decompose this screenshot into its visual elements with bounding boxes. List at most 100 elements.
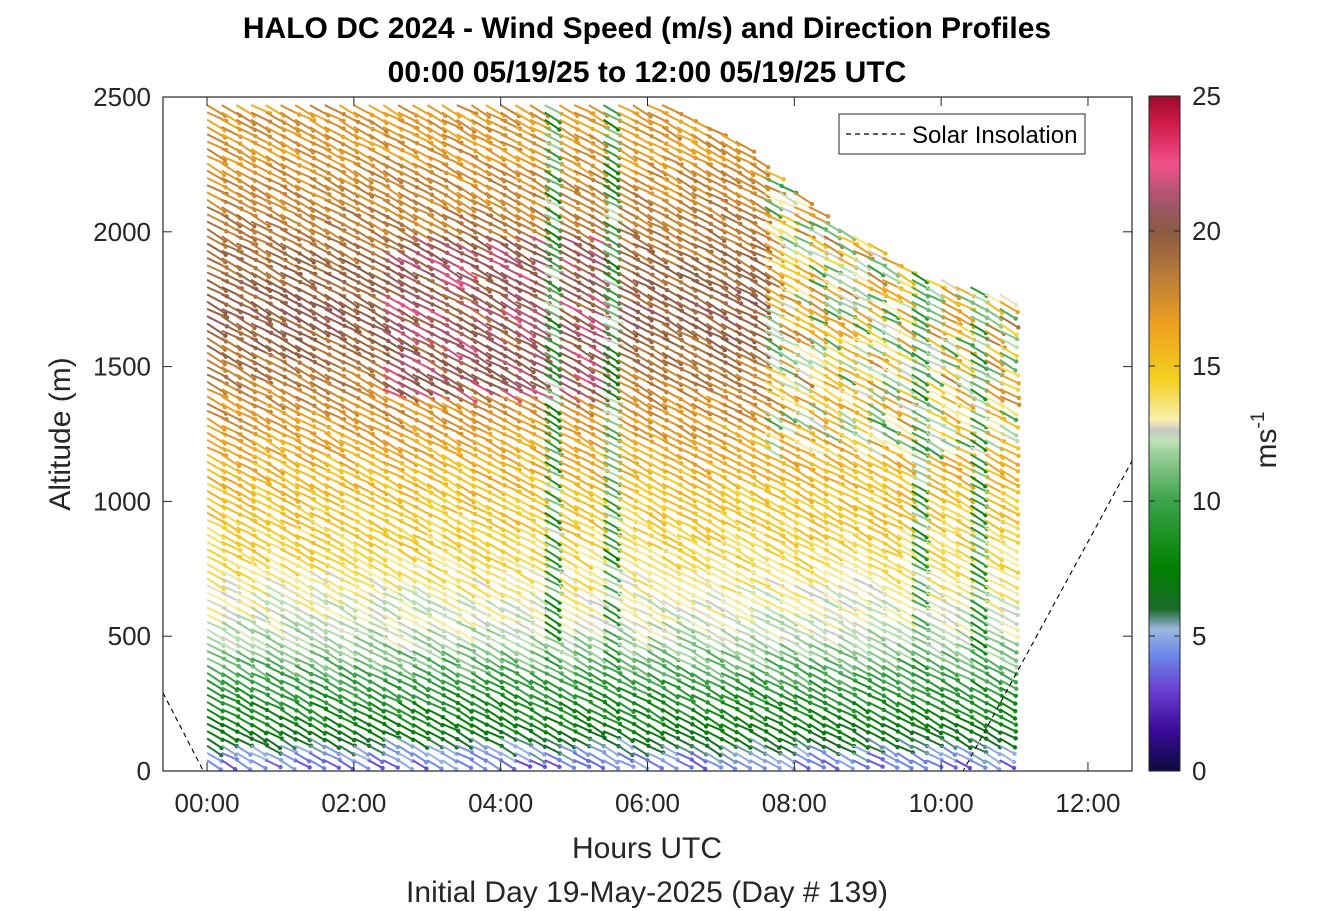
wind-arrow [294, 686, 312, 698]
wind-arrow [309, 715, 326, 727]
wind-arrow [324, 606, 343, 618]
wind-arrow [206, 584, 226, 595]
wind-arrow-head [280, 471, 286, 476]
wind-arrow [221, 460, 240, 473]
wind-arrow [309, 322, 329, 337]
wind-arrow [265, 606, 284, 618]
wind-arrow [294, 366, 314, 380]
wind-arrow [250, 271, 271, 285]
wind-arrow-head [236, 529, 241, 534]
wind-arrow-head [424, 766, 429, 771]
wind-arrow [309, 395, 329, 408]
wind-arrow [279, 584, 299, 596]
wind-arrow [309, 177, 329, 190]
wind-arrow [323, 227, 343, 242]
wind-arrow [206, 322, 226, 337]
wind-arrow [235, 366, 255, 380]
wind-arrow-head [600, 765, 606, 771]
wind-arrow-head [395, 765, 400, 770]
wind-arrow [294, 613, 312, 626]
wind-arrow [235, 635, 254, 648]
wind-arrow [265, 104, 284, 117]
wind-arrow [235, 701, 253, 712]
chart-subtitle: 00:00 05/19/25 to 12:00 05/19/25 UTC [388, 56, 907, 89]
wind-arrow [294, 249, 315, 264]
wind-arrow [235, 686, 253, 698]
wind-arrow [250, 439, 269, 452]
wind-arrow [250, 147, 270, 161]
wind-arrow [309, 635, 327, 648]
wind-arrow [265, 526, 284, 539]
wind-arrow [280, 671, 298, 681]
wind-arrow [206, 278, 227, 292]
wind-arrow [206, 475, 226, 489]
wind-arrow [235, 184, 255, 197]
wind-arrow [265, 511, 284, 525]
wind-arrow [309, 570, 327, 583]
wind-arrow [206, 672, 224, 685]
wind-arrow [206, 300, 226, 315]
wind-arrow-head [221, 587, 226, 592]
wind-arrow [221, 257, 241, 270]
wind-arrow [294, 628, 313, 640]
wind-arrow [206, 722, 223, 733]
wind-arrow [265, 715, 282, 727]
wind-arrow [206, 752, 222, 763]
wind-arrow-head [249, 673, 255, 679]
wind-arrow [250, 366, 271, 380]
wind-arrow [265, 672, 282, 684]
wind-arrow [206, 635, 225, 647]
wind-arrow [324, 490, 343, 502]
wind-arrow [309, 701, 327, 710]
wind-arrow [221, 453, 240, 467]
wind-arrow [279, 184, 300, 198]
wind-arrow [279, 424, 299, 438]
wind-arrow [221, 206, 241, 220]
wind-arrow [250, 657, 269, 667]
wind-arrow [323, 679, 341, 691]
wind-arrow [206, 198, 226, 213]
wind-arrow [250, 744, 266, 756]
wind-arrow [294, 701, 311, 713]
wind-arrow [309, 424, 330, 435]
wind-arrow [235, 490, 255, 503]
wind-arrow-head [458, 275, 463, 281]
wind-arrow [221, 701, 239, 711]
wind-arrow [279, 613, 298, 626]
wind-arrow [235, 104, 255, 117]
wind-arrow [294, 271, 314, 286]
wind-arrow-head [473, 275, 478, 281]
wind-arrow [294, 621, 313, 632]
wind-arrow [235, 475, 255, 489]
wind-arrow [265, 584, 283, 597]
wind-arrow [265, 460, 284, 475]
wind-arrow [221, 169, 241, 183]
wind-arrow [323, 686, 341, 699]
wind-arrow [324, 628, 343, 639]
wind-arrow [279, 650, 298, 662]
wind-arrow [309, 286, 329, 300]
wind-arrow [265, 701, 283, 711]
wind-arrow-head [237, 362, 243, 367]
wind-arrow [294, 540, 313, 554]
wind-arrow-head [266, 448, 271, 454]
wind-arrow [294, 140, 314, 154]
wind-arrow [279, 628, 298, 640]
wind-arrow [309, 730, 326, 741]
wind-arrow-head [542, 764, 547, 769]
wind-arrow-head [531, 369, 536, 375]
wind-arrow [323, 642, 342, 655]
wind-arrow-head [295, 463, 300, 468]
wind-arrow [279, 417, 299, 431]
wind-arrow [294, 206, 314, 220]
wind-arrow [235, 664, 253, 677]
wind-arrow [206, 388, 227, 399]
wind-arrow [309, 235, 329, 249]
wind-arrow-head [223, 311, 228, 316]
wind-arrow-head [252, 376, 257, 381]
wind-arrow [323, 431, 343, 446]
wind-arrow [279, 359, 299, 373]
wind-arrow [235, 628, 254, 641]
wind-arrow [294, 242, 315, 256]
wind-arrow [221, 621, 239, 633]
